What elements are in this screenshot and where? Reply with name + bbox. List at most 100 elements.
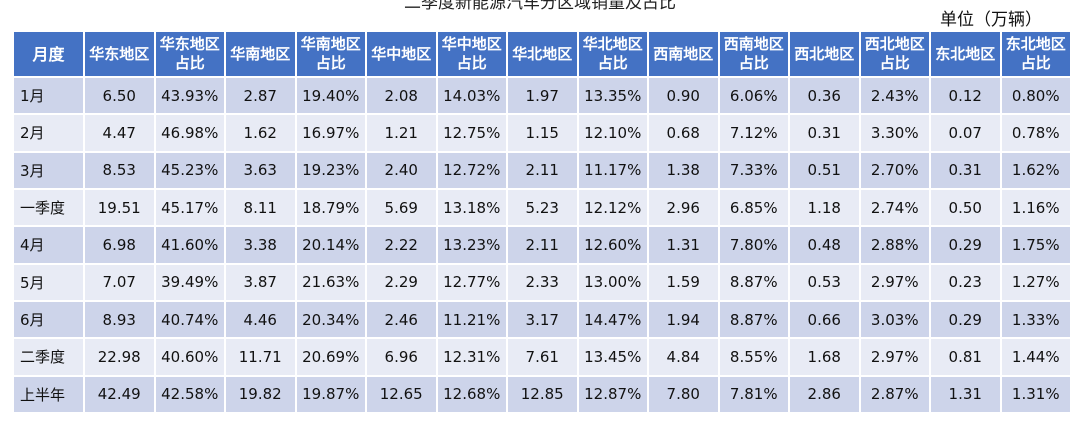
unit-label: 单位（万辆）	[940, 10, 1042, 30]
row-label: 上半年	[14, 376, 83, 412]
table-cell: 12.10%	[578, 115, 647, 151]
row-label: 二季度	[14, 339, 83, 375]
table-cell: 2.08	[367, 78, 436, 114]
table-cell: 0.29	[931, 227, 1000, 263]
table-cell: 1.16%	[1001, 189, 1070, 226]
table-cell: 7.61	[508, 339, 577, 375]
row-label: 1月	[14, 78, 83, 114]
table-cell: 0.68	[649, 115, 718, 151]
table-row: 3月 8.53 45.23% 3.63 19.23% 2.40 12.72% 2.11 11.1…	[14, 152, 1070, 188]
table-cell: 8.87%	[719, 264, 788, 300]
column-header: 东北地区	[931, 32, 1000, 76]
table-cell: 11.17%	[578, 152, 647, 188]
table-cell: 12.72%	[437, 152, 506, 188]
table-cell: 2.86	[790, 376, 859, 412]
table-cell: 0.31	[931, 152, 1000, 188]
table-cell: 1.15	[508, 115, 577, 151]
table-cell: 19.51	[85, 189, 154, 226]
table-cell: 1.94	[649, 301, 718, 338]
column-header: 东北地区占比	[1001, 32, 1070, 76]
table-cell: 16.97%	[296, 115, 365, 151]
table-cell: 42.58%	[155, 376, 224, 412]
table-row: 2月 4.47 46.98% 1.62 16.97% 1.21 12.75% 1.15 12.1…	[14, 115, 1070, 151]
table-cell: 39.49%	[155, 264, 224, 300]
column-header: 华中地区	[367, 32, 436, 76]
table-cell: 0.50	[931, 189, 1000, 226]
table-cell: 0.07	[931, 115, 1000, 151]
sales-table: 月度 华东地区 华东地区占比 华南地区 华南地区占比 华中地区 华中地区占比 华北地区 华北地区…	[12, 30, 1072, 414]
table-cell: 20.69%	[296, 339, 365, 375]
table-cell: 22.98	[85, 339, 154, 375]
table-cell: 1.33%	[1001, 301, 1070, 338]
table-row: 上半年 42.49 42.58% 19.82 19.87% 12.65 12.68% 12.8…	[14, 376, 1070, 412]
table-cell: 3.30%	[860, 115, 929, 151]
table-cell: 0.36	[790, 78, 859, 114]
table-cell: 6.06%	[719, 78, 788, 114]
table-cell: 1.97	[508, 78, 577, 114]
table-cell: 4.46	[226, 301, 295, 338]
table-cell: 12.65	[367, 376, 436, 412]
table-cell: 5.23	[508, 189, 577, 226]
table-cell: 4.47	[85, 115, 154, 151]
table-cell: 1.18	[790, 189, 859, 226]
table-cell: 0.51	[790, 152, 859, 188]
table-cell: 2.33	[508, 264, 577, 300]
table-cell: 0.53	[790, 264, 859, 300]
table-cell: 6.96	[367, 339, 436, 375]
table-cell: 13.23%	[437, 227, 506, 263]
row-label: 3月	[14, 152, 83, 188]
table-cell: 1.38	[649, 152, 718, 188]
table-cell: 8.53	[85, 152, 154, 188]
table-cell: 0.90	[649, 78, 718, 114]
row-label: 6月	[14, 301, 83, 338]
table-cell: 3.63	[226, 152, 295, 188]
row-label: 4月	[14, 227, 83, 263]
table-cell: 0.78%	[1001, 115, 1070, 151]
table-cell: 12.12%	[578, 189, 647, 226]
table-cell: 2.74%	[860, 189, 929, 226]
table-cell: 19.82	[226, 376, 295, 412]
table-cell: 12.87%	[578, 376, 647, 412]
table-cell: 41.60%	[155, 227, 224, 263]
table-cell: 3.38	[226, 227, 295, 263]
table-cell: 12.68%	[437, 376, 506, 412]
table-cell: 5.69	[367, 189, 436, 226]
table-cell: 43.93%	[155, 78, 224, 114]
table-cell: 1.62%	[1001, 152, 1070, 188]
table-cell: 45.23%	[155, 152, 224, 188]
table-cell: 12.75%	[437, 115, 506, 151]
table-cell: 2.43%	[860, 78, 929, 114]
row-label: 2月	[14, 115, 83, 151]
table-cell: 2.29	[367, 264, 436, 300]
table-cell: 20.14%	[296, 227, 365, 263]
column-header: 华东地区	[85, 32, 154, 76]
table-cell: 7.12%	[719, 115, 788, 151]
table-cell: 7.80	[649, 376, 718, 412]
table-row: 一季度 19.51 45.17% 8.11 18.79% 5.69 13.18% 5.23 12…	[14, 189, 1070, 226]
table-cell: 1.44%	[1001, 339, 1070, 375]
table-cell: 0.23	[931, 264, 1000, 300]
table-cell: 2.87	[226, 78, 295, 114]
table-cell: 7.80%	[719, 227, 788, 263]
table-cell: 2.22	[367, 227, 436, 263]
table-cell: 6.50	[85, 78, 154, 114]
table-cell: 19.87%	[296, 376, 365, 412]
table-cell: 8.93	[85, 301, 154, 338]
table-body: 1月 6.50 43.93% 2.87 19.40% 2.08 14.03% 1.97 13.3…	[14, 78, 1070, 412]
table-cell: 11.21%	[437, 301, 506, 338]
table-cell: 13.35%	[578, 78, 647, 114]
table-cell: 0.12	[931, 78, 1000, 114]
table-cell: 2.40	[367, 152, 436, 188]
table-cell: 14.47%	[578, 301, 647, 338]
table-cell: 12.31%	[437, 339, 506, 375]
table-cell: 19.23%	[296, 152, 365, 188]
table-cell: 20.34%	[296, 301, 365, 338]
table-row: 4月 6.98 41.60% 3.38 20.14% 2.22 13.23% 2.11 12.6…	[14, 227, 1070, 263]
table-cell: 8.11	[226, 189, 295, 226]
table-cell: 2.97%	[860, 264, 929, 300]
table-cell: 0.66	[790, 301, 859, 338]
table-cell: 7.07	[85, 264, 154, 300]
table-cell: 40.60%	[155, 339, 224, 375]
table-cell: 1.31%	[1001, 376, 1070, 412]
table-cell: 6.85%	[719, 189, 788, 226]
